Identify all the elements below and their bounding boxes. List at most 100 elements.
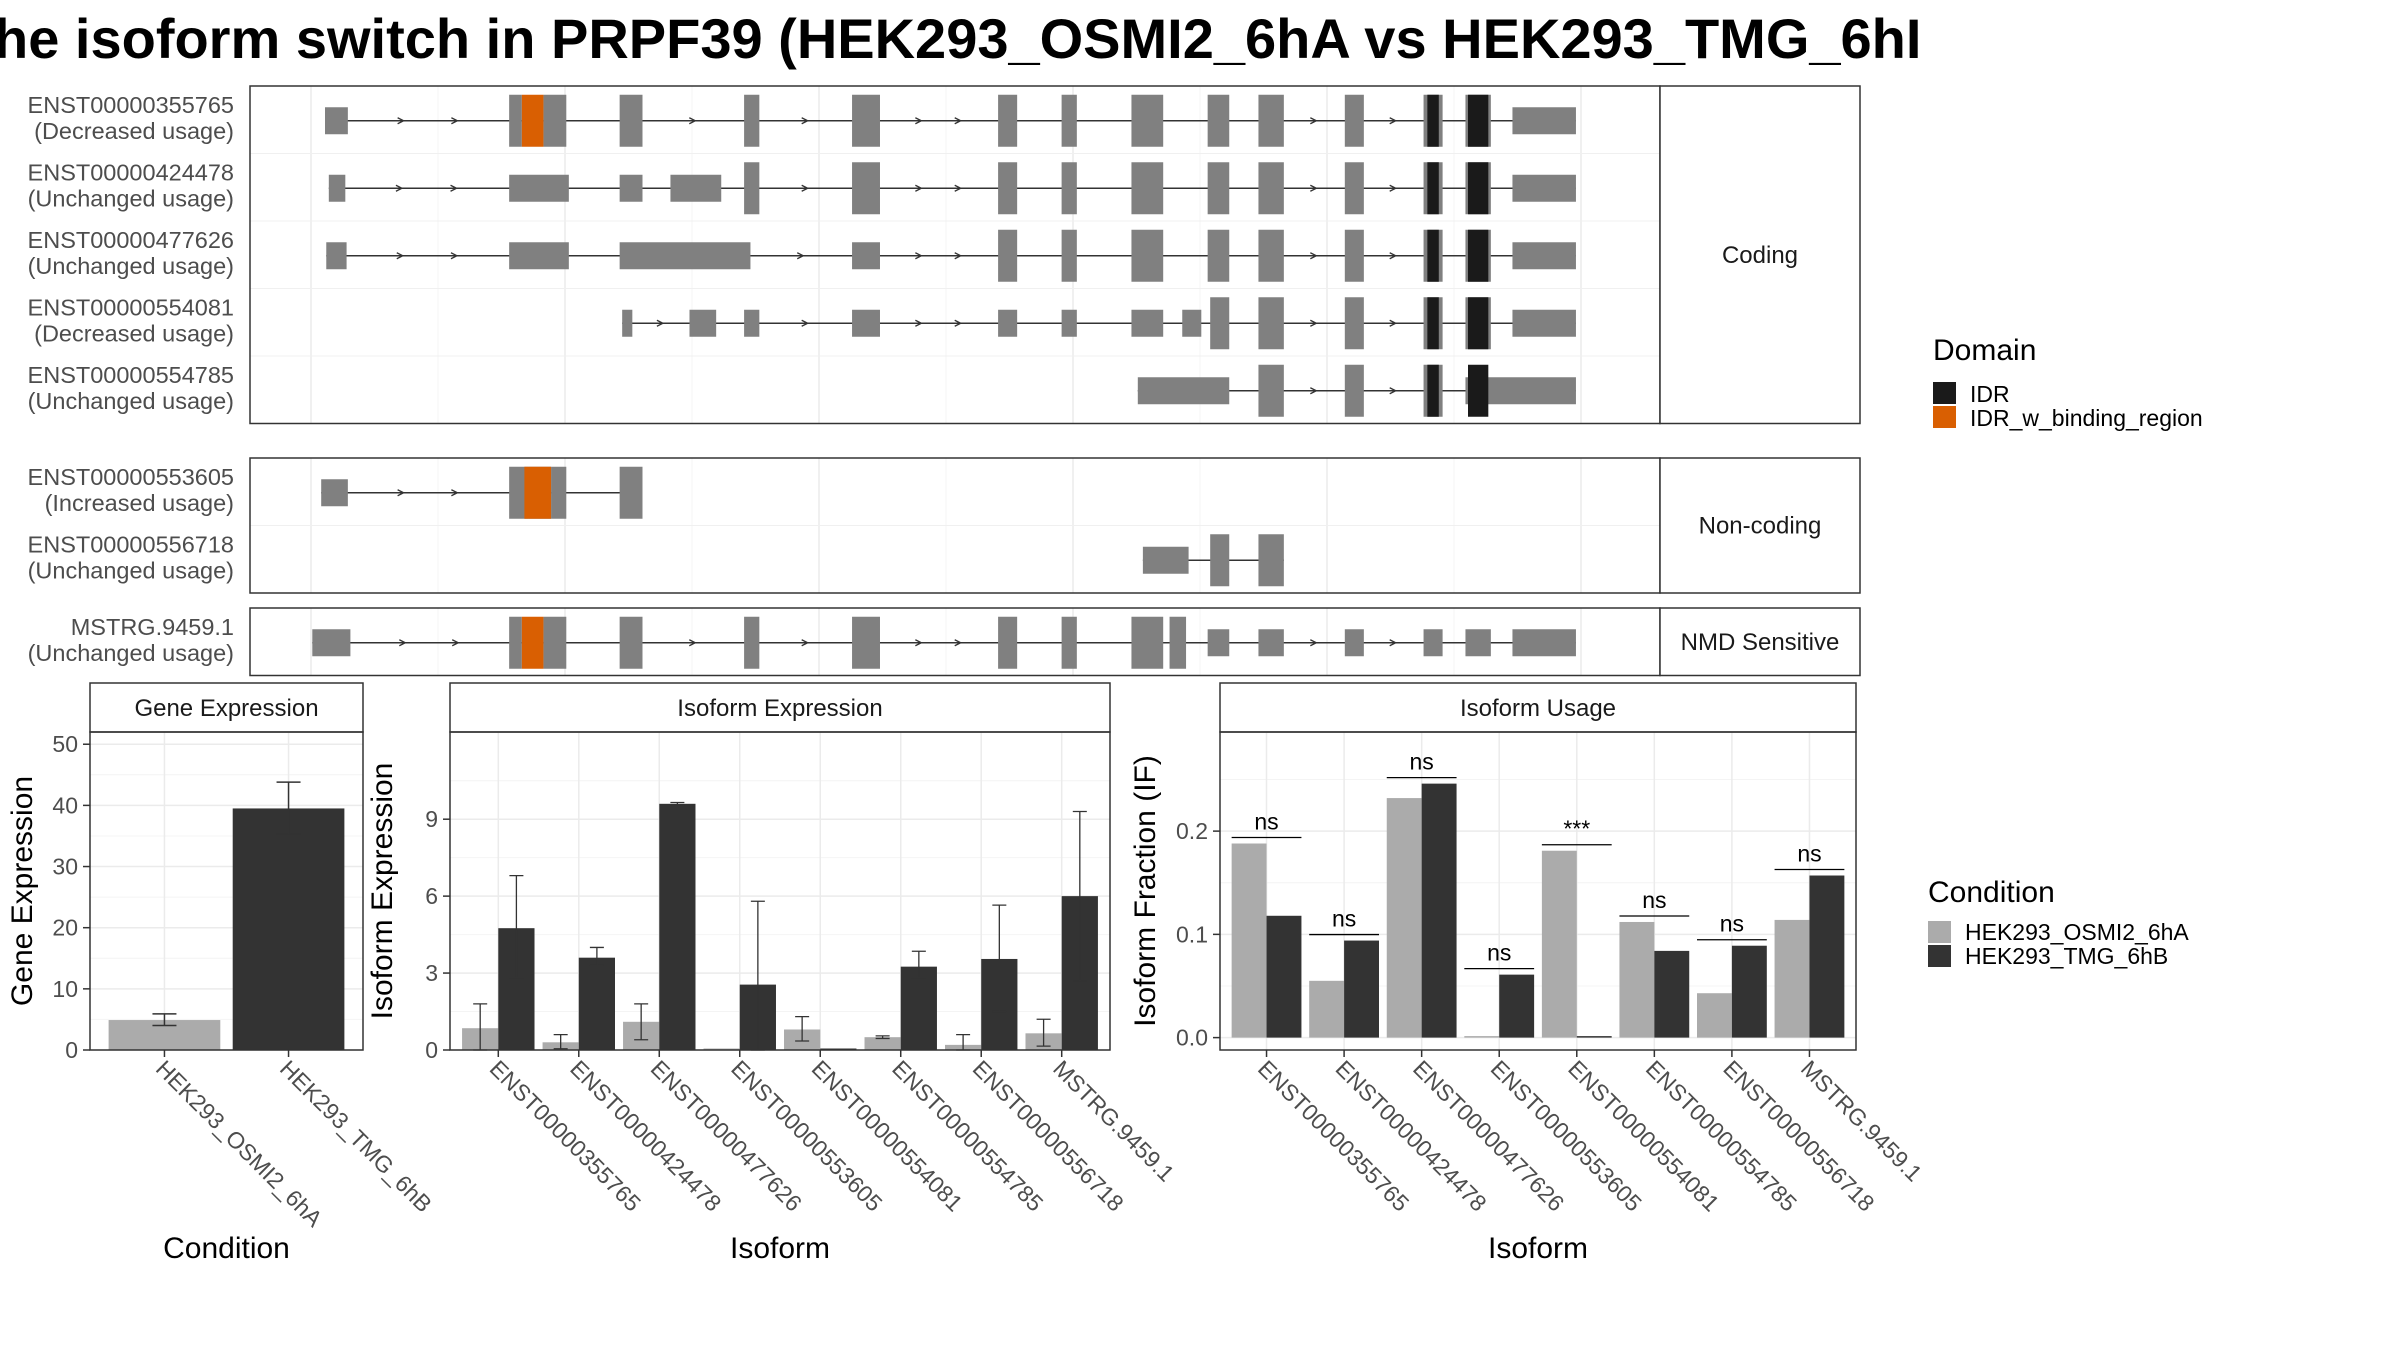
domain-block-idr [1427, 229, 1439, 282]
bar-cond1 [1386, 798, 1422, 1038]
bar-cond1 [1464, 1036, 1500, 1038]
exon-block [619, 466, 643, 519]
exon-block [1142, 546, 1189, 574]
bar-cond1 [864, 1037, 901, 1050]
legend-swatch-idr-binding [1933, 406, 1956, 428]
significance-label: ns [1254, 809, 1278, 835]
intron-arrow [1389, 184, 1398, 192]
panel-strip [1659, 85, 1861, 425]
bar-cond2 [1421, 783, 1457, 1038]
isoform-id-label: ENST00000554081 [28, 294, 234, 320]
bar-cond2 [1499, 974, 1535, 1038]
panel-nmd-sensitive: MSTRG.9459.1(Unchanged usage) NMD Sensiti… [28, 607, 1861, 677]
panel-strip-label: NMD Sensitive [1681, 629, 1840, 656]
exon-block [1131, 162, 1164, 215]
significance-label: ns [1797, 841, 1821, 867]
x-tick-label: ENST00000477626 [646, 1055, 807, 1216]
intron-arrow [1310, 387, 1318, 395]
exon-block [1207, 229, 1230, 282]
error-bar [509, 874, 524, 979]
error-bar [670, 801, 685, 806]
isoform-row: MSTRG.9459.1(Unchanged usage) [28, 614, 1576, 669]
domain-block-idr-w-binding-region [521, 94, 544, 147]
significance-label: ns [1642, 887, 1666, 913]
exon-block [509, 242, 569, 270]
exon-block [1210, 534, 1230, 587]
exon-block [744, 309, 760, 337]
exon-block [312, 629, 351, 657]
bar-cond1 [1774, 919, 1810, 1038]
exon-block [1061, 309, 1077, 337]
exon-block [1512, 629, 1576, 657]
y-tick-label: 50 [52, 731, 78, 757]
exon-block [328, 174, 346, 202]
panel-coding: ENST00000355765(Decreased usage) ENST0000… [28, 85, 1861, 425]
intron-arrow [451, 117, 459, 125]
plot-border [449, 731, 1111, 1051]
exon-block [1344, 229, 1364, 282]
intron-arrow [801, 319, 810, 327]
intron-arrow [397, 117, 406, 125]
intron-arrow [954, 117, 963, 125]
intron-arrow [954, 639, 963, 647]
error-bar [795, 1016, 810, 1042]
panel-strip-label: Coding [1722, 242, 1798, 269]
intron-arrow [915, 252, 923, 260]
x-tick-label: ENST00000553605 [1486, 1055, 1647, 1216]
exon-block [1131, 94, 1164, 147]
exon-block [1258, 229, 1284, 282]
exon-block [619, 94, 643, 147]
figure-title: he isoform switch in PRPF39 (HEK293_OSMI… [0, 7, 1921, 70]
isoform-row: ENST00000556718(Unchanged usage) [28, 531, 1284, 587]
significance-label: ns [1487, 940, 1511, 966]
legend-label-cond1: HEK293_OSMI2_6hA [1965, 919, 2189, 945]
legend-label-idr: IDR [1970, 381, 2010, 407]
domain-block-idr [1468, 162, 1489, 215]
domain-legend-title: Domain [1933, 334, 2036, 367]
bar-cond2 [1344, 940, 1379, 1038]
x-tick-label: ENST00000554785 [1641, 1055, 1802, 1216]
intron-arrow [399, 639, 407, 647]
y-tick-label: 0.0 [1176, 1025, 1208, 1051]
error-bar [911, 950, 926, 979]
exon-block [998, 309, 1018, 337]
isoform-usage-label: (Increased usage) [45, 490, 234, 516]
intron-arrow [689, 639, 697, 647]
x-tick-label: ENST00000355765 [1253, 1055, 1414, 1216]
isoform-id-label: ENST00000556718 [28, 531, 234, 557]
exon-block [998, 94, 1018, 147]
x-tick-label: ENST00000554785 [887, 1055, 1048, 1216]
bar-cond2 [900, 966, 937, 1050]
x-tick-label: ENST00000424478 [1331, 1055, 1492, 1216]
y-tick-label: 0 [65, 1037, 78, 1063]
x-tick-label: ENST00000554081 [1563, 1055, 1724, 1216]
exon-block [1258, 534, 1284, 587]
intron-arrow [1310, 639, 1318, 647]
legend-swatch-idr [1933, 382, 1956, 404]
x-tick-label: ENST00000424478 [565, 1055, 726, 1216]
significance-label: ns [1720, 911, 1744, 937]
exon-block [744, 162, 760, 215]
panel-background [250, 608, 1660, 676]
isoform-row: ENST00000553605(Increased usage) [28, 464, 643, 519]
expression-charts: Gene Expression01020304050HEK293_OSMI2_6… [6, 682, 1927, 1265]
exon-block [1423, 629, 1443, 657]
exon-block [852, 242, 880, 270]
legend-label-cond2: HEK293_TMG_6hB [1965, 943, 2168, 969]
exon-block [1061, 94, 1077, 147]
domain-block-idr [1427, 94, 1439, 147]
bar-cond2 [659, 803, 696, 1050]
x-tick-label: ENST00000477626 [1408, 1055, 1569, 1216]
isoform-id-label: ENST00000477626 [28, 227, 234, 253]
bar-cond1 [1231, 843, 1267, 1038]
panel-strip [1659, 457, 1861, 594]
bar-cond2 [1654, 950, 1690, 1038]
intron-arrow [801, 117, 810, 125]
isoform-row: ENST00000355765(Decreased usage) [28, 92, 1576, 147]
exon-block [1258, 162, 1284, 215]
bar-cond2 [1809, 875, 1845, 1038]
intron-arrow [915, 117, 923, 125]
exon-block [326, 242, 347, 270]
x-axis-title: Condition [163, 1232, 290, 1265]
domain-block-idr [1468, 229, 1489, 282]
